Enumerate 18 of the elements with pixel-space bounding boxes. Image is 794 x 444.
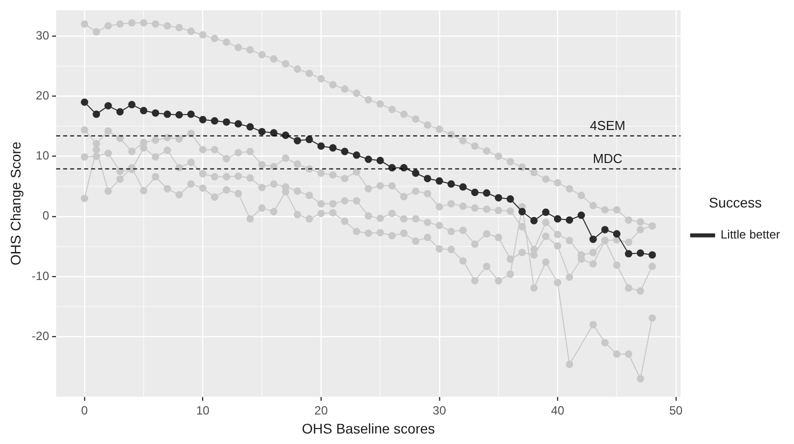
ref-line-label: 4SEM — [590, 118, 626, 133]
x-tick-label: 10 — [196, 403, 210, 418]
x-tick-label: 30 — [432, 403, 446, 418]
y-tick-label: -10 — [32, 268, 50, 283]
x-tick-label: 40 — [550, 403, 565, 418]
x-tick-label: 50 — [669, 403, 683, 418]
y-tick-label: -20 — [32, 328, 50, 343]
legend-label: Little better — [720, 228, 780, 242]
y-tick-label: 20 — [36, 88, 50, 102]
y-tick-label: 0 — [42, 208, 50, 223]
y-axis-title: OHS Change Score — [7, 141, 24, 266]
y-tick-label: 30 — [36, 28, 50, 42]
legend-title: Success — [708, 194, 762, 210]
ref-line-label: MDC — [592, 151, 622, 166]
x-tick-label: 20 — [314, 403, 328, 418]
y-tick-label: 10 — [36, 148, 50, 163]
x-tick-label: 0 — [81, 403, 88, 418]
x-axis-title: OHS Baseline scores — [302, 420, 435, 436]
